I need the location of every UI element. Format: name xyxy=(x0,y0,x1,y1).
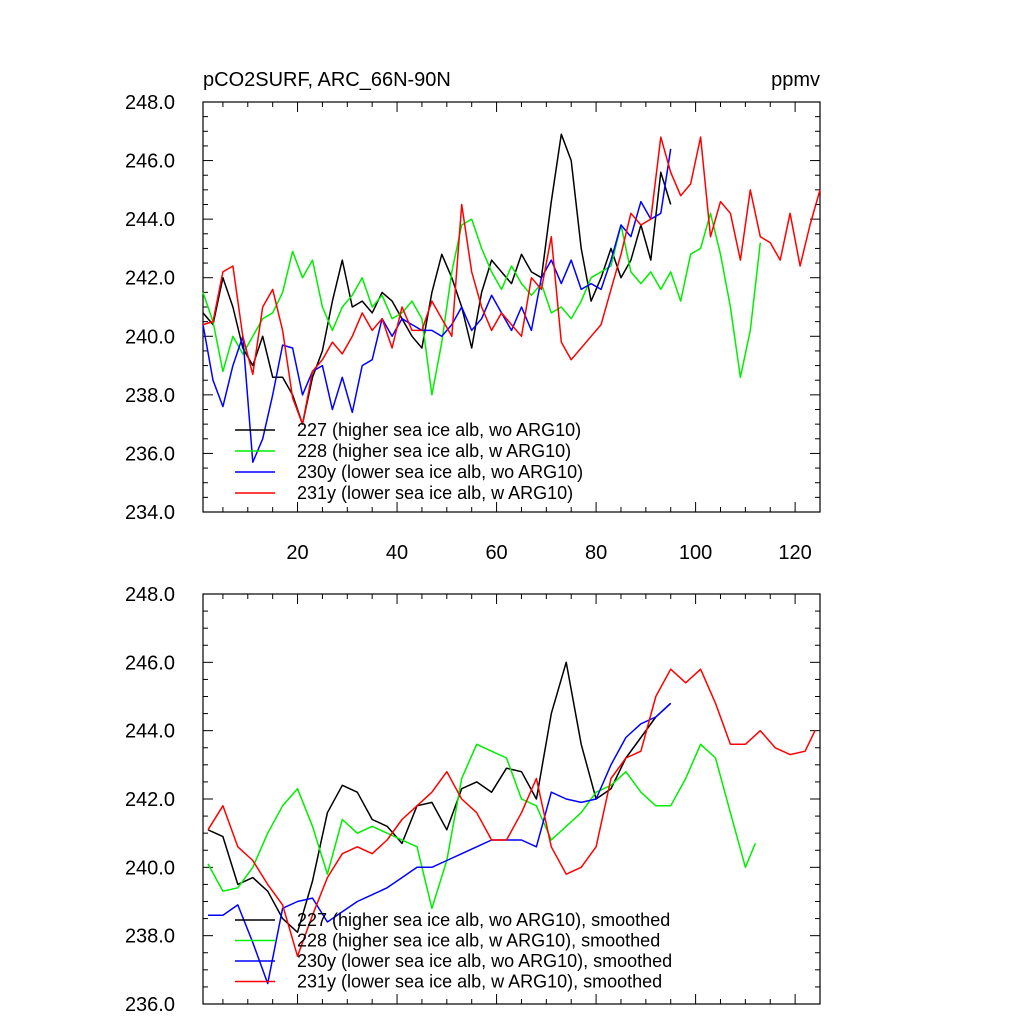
series-line xyxy=(208,702,672,985)
legend-label: 228 (higher sea ice alb, w ARG10) xyxy=(297,441,571,461)
legend: 227 (higher sea ice alb, wo ARG10)228 (h… xyxy=(235,420,583,503)
x-tick-label: 60 xyxy=(485,542,507,564)
series-group xyxy=(207,661,816,985)
y-tick-label: 246.0 xyxy=(125,652,175,674)
series-line xyxy=(202,136,821,425)
x-tick-label: 20 xyxy=(286,542,308,564)
y-tick-label: 240.0 xyxy=(125,326,175,348)
legend-label: 231y (lower sea ice alb, w ARG10), smoot… xyxy=(297,972,662,992)
series-line xyxy=(202,148,672,463)
series-line xyxy=(207,743,756,910)
y-tick-label: 248.0 xyxy=(125,92,175,114)
x-tick-label: 100 xyxy=(679,542,712,564)
y-tick-label: 244.0 xyxy=(125,721,175,743)
y-tick-label: 236.0 xyxy=(125,443,175,465)
y-tick-label: 248.0 xyxy=(125,584,175,606)
legend-label: 230y (lower sea ice alb, wo ARG10), smoo… xyxy=(297,951,672,971)
y-tick-label: 246.0 xyxy=(125,151,175,173)
series-group xyxy=(202,133,821,463)
y-tick-label: 234.0 xyxy=(125,502,175,524)
series-line xyxy=(207,661,672,934)
panel-bottom: 236.0 238.0 240.0 242.0 244.0 246.0 248.0 227 … xyxy=(125,584,821,1016)
units-label: ppmv xyxy=(771,69,820,91)
legend-label: 227 (higher sea ice alb, wo ARG10), smoo… xyxy=(297,910,670,930)
tick-group: 236.0 238.0 240.0 242.0 244.0 246.0 248.0 xyxy=(125,584,821,1016)
x-tick-label: 80 xyxy=(585,542,607,564)
y-tick-label: 240.0 xyxy=(125,857,175,879)
legend: 227 (higher sea ice alb, wo ARG10), smoo… xyxy=(235,910,672,992)
x-tick-label: 40 xyxy=(386,542,408,564)
y-tick-label: 238.0 xyxy=(125,385,175,407)
legend-label: 228 (higher sea ice alb, w ARG10), smoot… xyxy=(297,931,660,951)
series-line xyxy=(202,133,672,425)
legend-label: 227 (higher sea ice alb, wo ARG10) xyxy=(297,420,581,440)
series-line xyxy=(207,668,816,957)
legend-label: 230y (lower sea ice alb, wo ARG10) xyxy=(297,462,583,482)
y-tick-label: 238.0 xyxy=(125,926,175,948)
chart-title: pCO2SURF, ARC_66N-90N xyxy=(203,69,451,91)
y-tick-label: 244.0 xyxy=(125,209,175,231)
panel-top: pCO2SURF, ARC_66N-90N ppmv 234.0 236.0 238… xyxy=(125,69,821,564)
y-tick-label: 236.0 xyxy=(125,994,175,1016)
y-tick-label: 242.0 xyxy=(125,268,175,290)
y-tick-label: 242.0 xyxy=(125,789,175,811)
x-tick-label: 120 xyxy=(778,542,811,564)
legend-label: 231y (lower sea ice alb, w ARG10) xyxy=(297,483,573,503)
series-line xyxy=(202,212,762,396)
tick-group: 234.0 236.0 238.0 240.0 242.0 244.0 246.0 248.0… xyxy=(125,92,821,564)
